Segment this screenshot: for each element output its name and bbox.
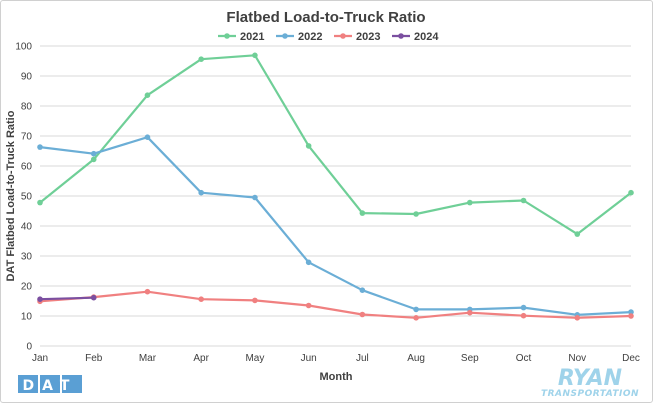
y-axis-ticks: 0 10 20 30 40 50 60 70 80 90 100 xyxy=(15,42,32,353)
series-2024 xyxy=(37,294,97,303)
series-line-2023 xyxy=(39,290,632,319)
data-point-2022 xyxy=(37,144,43,150)
data-point-2023 xyxy=(198,296,204,303)
x-tick-label: Feb xyxy=(85,353,103,364)
data-point-2021 xyxy=(574,231,581,237)
series-2021 xyxy=(37,52,634,237)
y-tick-label: 0 xyxy=(26,342,32,353)
x-tick-label: May xyxy=(245,353,264,364)
y-tick-label: 50 xyxy=(21,192,33,203)
gridlines xyxy=(40,45,631,347)
data-point-2023 xyxy=(359,311,366,318)
legend-item-2023: 2023 xyxy=(334,31,380,43)
series-line-2021 xyxy=(39,54,632,236)
legend-item-2021: 2021 xyxy=(218,31,264,43)
data-point-2022 xyxy=(144,134,151,140)
legend-item-2022: 2022 xyxy=(276,31,322,43)
data-point-2021 xyxy=(520,197,527,204)
data-point-2023 xyxy=(252,297,258,304)
x-tick-label: Dec xyxy=(622,353,640,364)
data-point-2023 xyxy=(305,302,312,309)
data-point-2023 xyxy=(574,315,581,321)
data-point-2022 xyxy=(198,189,204,196)
x-tick-label: Jun xyxy=(301,353,317,364)
y-tick-label: 40 xyxy=(21,222,33,233)
data-point-2022 xyxy=(90,150,97,157)
series-group xyxy=(37,52,634,321)
data-point-2022 xyxy=(359,287,366,294)
ryan-logo-subtext: TRANSPORTATION xyxy=(541,389,639,399)
x-tick-label: Sep xyxy=(461,353,479,364)
legend-label: 2023 xyxy=(356,31,380,43)
data-point-2023 xyxy=(628,313,634,319)
legend-label: 2024 xyxy=(414,31,439,43)
data-point-2021 xyxy=(305,143,312,149)
series-line-2022 xyxy=(39,136,632,316)
data-point-2024 xyxy=(90,294,97,301)
data-point-2022 xyxy=(628,309,634,315)
legend-marker xyxy=(224,33,230,39)
data-point-2021 xyxy=(467,199,473,206)
legend-marker xyxy=(282,33,288,39)
data-point-2022 xyxy=(305,259,312,266)
x-tick-label: Mar xyxy=(139,353,157,364)
legend-label: 2022 xyxy=(298,31,322,43)
y-tick-label: 30 xyxy=(21,252,33,263)
data-point-2024 xyxy=(37,296,43,303)
data-point-2021 xyxy=(413,211,419,217)
dat-logo-text: DAT xyxy=(23,378,78,394)
data-point-2021 xyxy=(198,56,204,62)
data-point-2022 xyxy=(252,194,258,201)
dat-logo: DAT xyxy=(18,375,82,394)
y-tick-label: 70 xyxy=(21,132,33,143)
legend-marker xyxy=(398,33,404,39)
x-tick-label: Jan xyxy=(32,353,48,364)
x-axis-ticks: Jan Feb Mar Apr May Jun Jul Aug Sep Oct Nov Dec xyxy=(32,353,640,364)
y-tick-label: 10 xyxy=(21,312,33,323)
x-tick-label: Apr xyxy=(193,353,209,364)
x-tick-label: Oct xyxy=(516,353,532,364)
y-tick-label: 60 xyxy=(21,162,33,173)
x-tick-label: Aug xyxy=(407,353,425,364)
y-tick-label: 80 xyxy=(21,102,33,113)
data-point-2021 xyxy=(252,52,258,59)
data-point-2023 xyxy=(413,315,419,321)
ryan-logo-text: RYAN xyxy=(558,366,622,391)
data-point-2021 xyxy=(359,210,366,216)
legend-item-2024: 2024 xyxy=(392,31,439,43)
y-tick-label: 100 xyxy=(15,42,32,53)
data-point-2022 xyxy=(520,304,527,311)
legend-marker xyxy=(340,33,346,39)
data-point-2021 xyxy=(90,156,97,163)
data-point-2023 xyxy=(467,309,473,316)
chart-title: Flatbed Load-to-Truck Ratio xyxy=(226,9,425,26)
legend-label: 2021 xyxy=(240,31,264,43)
data-point-2021 xyxy=(37,199,43,206)
ryan-logo: RYAN TRANSPORTATION xyxy=(541,366,639,399)
data-point-2021 xyxy=(144,92,151,98)
data-point-2023 xyxy=(520,312,527,319)
data-point-2023 xyxy=(144,288,151,295)
x-axis-label: Month xyxy=(320,371,353,383)
x-tick-label: Jul xyxy=(356,353,369,364)
y-tick-label: 90 xyxy=(21,72,33,83)
y-axis-label: DAT Flatbed Load-to-Truck Ratio xyxy=(5,110,17,281)
data-point-2022 xyxy=(413,306,419,313)
x-tick-label: Nov xyxy=(568,353,586,364)
series-line-2024 xyxy=(39,296,94,301)
data-point-2021 xyxy=(628,189,634,196)
y-tick-label: 20 xyxy=(21,282,33,293)
legend: 2021 2022 2023 2024 xyxy=(218,31,439,43)
